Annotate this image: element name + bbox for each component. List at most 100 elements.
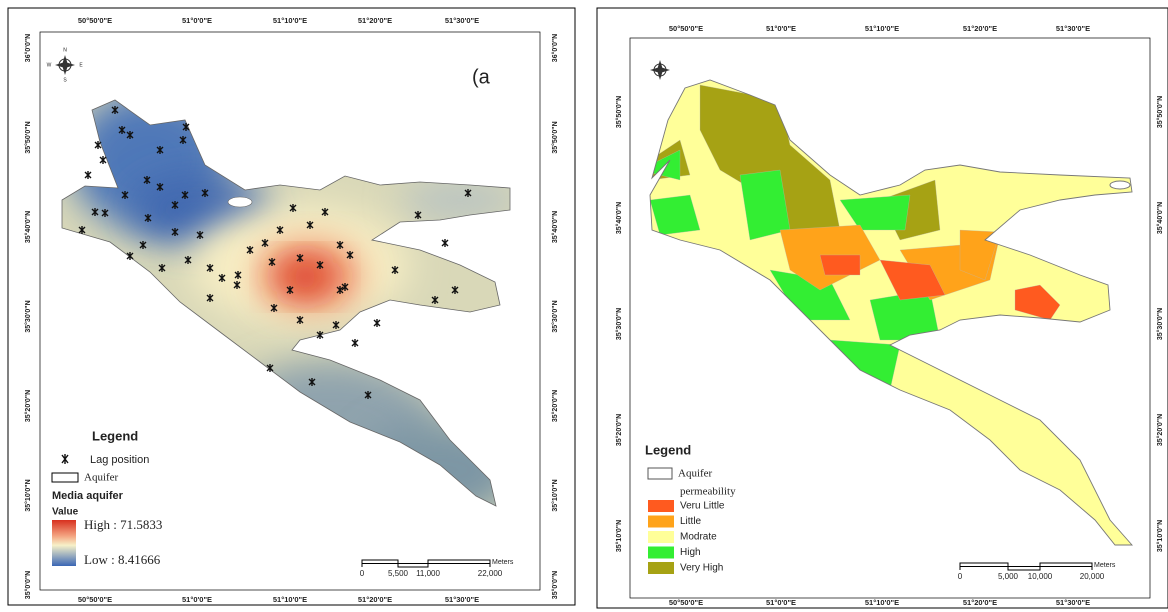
lag-marker	[121, 191, 129, 199]
lag-marker	[126, 131, 134, 139]
scale-bar	[959, 562, 1093, 571]
lag-marker	[289, 204, 297, 212]
legend-swatch	[648, 515, 674, 528]
lon-label: 51°20'0"E	[358, 16, 392, 25]
legend-class: Modrate	[680, 532, 717, 543]
lag-marker	[171, 228, 179, 236]
legend-swatch	[648, 500, 674, 512]
lon-label: 50°50'0"E	[78, 16, 112, 25]
lon-label: 51°20'0"E	[963, 598, 997, 607]
lag-marker	[296, 316, 304, 324]
left-map	[61, 99, 511, 507]
lag-marker	[84, 171, 92, 179]
lag-marker	[218, 274, 226, 282]
lat-label: 35°40'0"N	[24, 211, 32, 243]
scale-tick: 0	[958, 572, 963, 581]
compass	[650, 60, 670, 80]
right-map-frame	[629, 37, 1151, 599]
lag-marker	[171, 201, 179, 209]
lat-label: 35°10'0"N	[24, 479, 32, 511]
legend-aquifer: Aquifer	[678, 468, 713, 480]
lag-marker	[144, 214, 152, 222]
aquifer-outline	[649, 79, 1133, 546]
lag-marker	[332, 321, 340, 329]
lag-marker	[233, 281, 241, 289]
lat-label: 35°40'0"N	[615, 202, 623, 234]
lag-marker	[306, 221, 314, 229]
legend-layer: Media aquifer	[52, 490, 124, 502]
lag-marker	[364, 391, 372, 399]
lon-label: 51°20'0"E	[963, 24, 997, 33]
lat-label: 35°0'0"N	[24, 571, 32, 599]
legend-swatch	[648, 562, 674, 574]
scale-tick: 5,000	[998, 572, 1019, 581]
lag-marker	[206, 264, 214, 272]
legend-swatch	[648, 546, 674, 559]
lon-label: 51°10'0"E	[273, 595, 307, 604]
aquifer-outline	[61, 99, 511, 507]
lag-marker	[181, 191, 189, 199]
lag-marker	[139, 241, 147, 249]
lat-label: 36°0'0"N	[24, 34, 32, 62]
lat-label: 35°50'0"N	[24, 121, 32, 153]
lon-label: 51°0'0"E	[182, 16, 212, 25]
lat-label: 35°30'0"N	[24, 300, 32, 332]
zone	[1014, 284, 1061, 321]
lag-marker	[266, 364, 274, 372]
lag-marker	[464, 189, 472, 197]
compass-ring	[653, 63, 667, 77]
lat-label: 35°10'0"N	[551, 479, 559, 511]
lat-label: 35°40'0"N	[1156, 202, 1164, 234]
lon-label: 51°0'0"E	[766, 24, 796, 33]
legend-class: High	[680, 547, 701, 558]
scale-tick: 5,500	[388, 569, 409, 578]
lag-marker	[182, 123, 190, 131]
lag-marker	[321, 208, 329, 216]
lag-marker	[373, 319, 381, 327]
hole	[227, 196, 253, 208]
legend-field: Value	[52, 507, 79, 518]
lat-label: 35°50'0"N	[551, 121, 559, 153]
lag-marker	[341, 283, 349, 291]
lat-label: 35°50'0"N	[615, 96, 623, 128]
lon-label: 50°50'0"E	[78, 595, 112, 604]
lag-marker	[158, 264, 166, 272]
lat-label: 36°0'0"N	[551, 34, 559, 62]
lat-label: 35°20'0"N	[615, 414, 623, 446]
scale-tick: 10,000	[1028, 572, 1053, 581]
lag-marker	[286, 286, 294, 294]
legend-title: Legend	[92, 428, 138, 443]
legend-marker	[61, 454, 69, 464]
lag-marker	[268, 258, 276, 266]
zone	[829, 339, 901, 391]
lag-marker	[143, 176, 151, 184]
zone	[879, 259, 946, 301]
lat-label: 35°10'0"N	[1156, 520, 1164, 552]
lon-label: 51°0'0"E	[766, 598, 796, 607]
compass-e: E	[79, 62, 83, 68]
lon-label: 51°30'0"E	[1056, 24, 1090, 33]
lon-label: 51°30'0"E	[445, 16, 479, 25]
legend-swatch	[648, 531, 674, 543]
lat-label: 35°40'0"N	[551, 211, 559, 243]
lag-marker	[126, 252, 134, 260]
lag-marker	[346, 251, 354, 259]
lon-label: 51°30'0"E	[445, 595, 479, 604]
right-frame	[596, 7, 1168, 609]
scale-tick: 22,000	[478, 569, 503, 578]
legend-item: Aquifer	[84, 472, 119, 484]
lag-marker	[308, 378, 316, 386]
lag-marker	[196, 231, 204, 239]
lag-marker	[351, 339, 359, 347]
lag-marker	[206, 294, 214, 302]
lag-marker	[431, 296, 439, 304]
lag-marker	[414, 211, 422, 219]
lag-marker	[441, 239, 449, 247]
left-map-frame	[39, 31, 541, 591]
legend-swatch	[51, 472, 79, 483]
lat-label: 35°0'0"N	[551, 571, 559, 599]
scale-tick: 0	[360, 569, 365, 578]
zone	[819, 254, 861, 276]
lon-label: 50°50'0"E	[669, 598, 703, 607]
